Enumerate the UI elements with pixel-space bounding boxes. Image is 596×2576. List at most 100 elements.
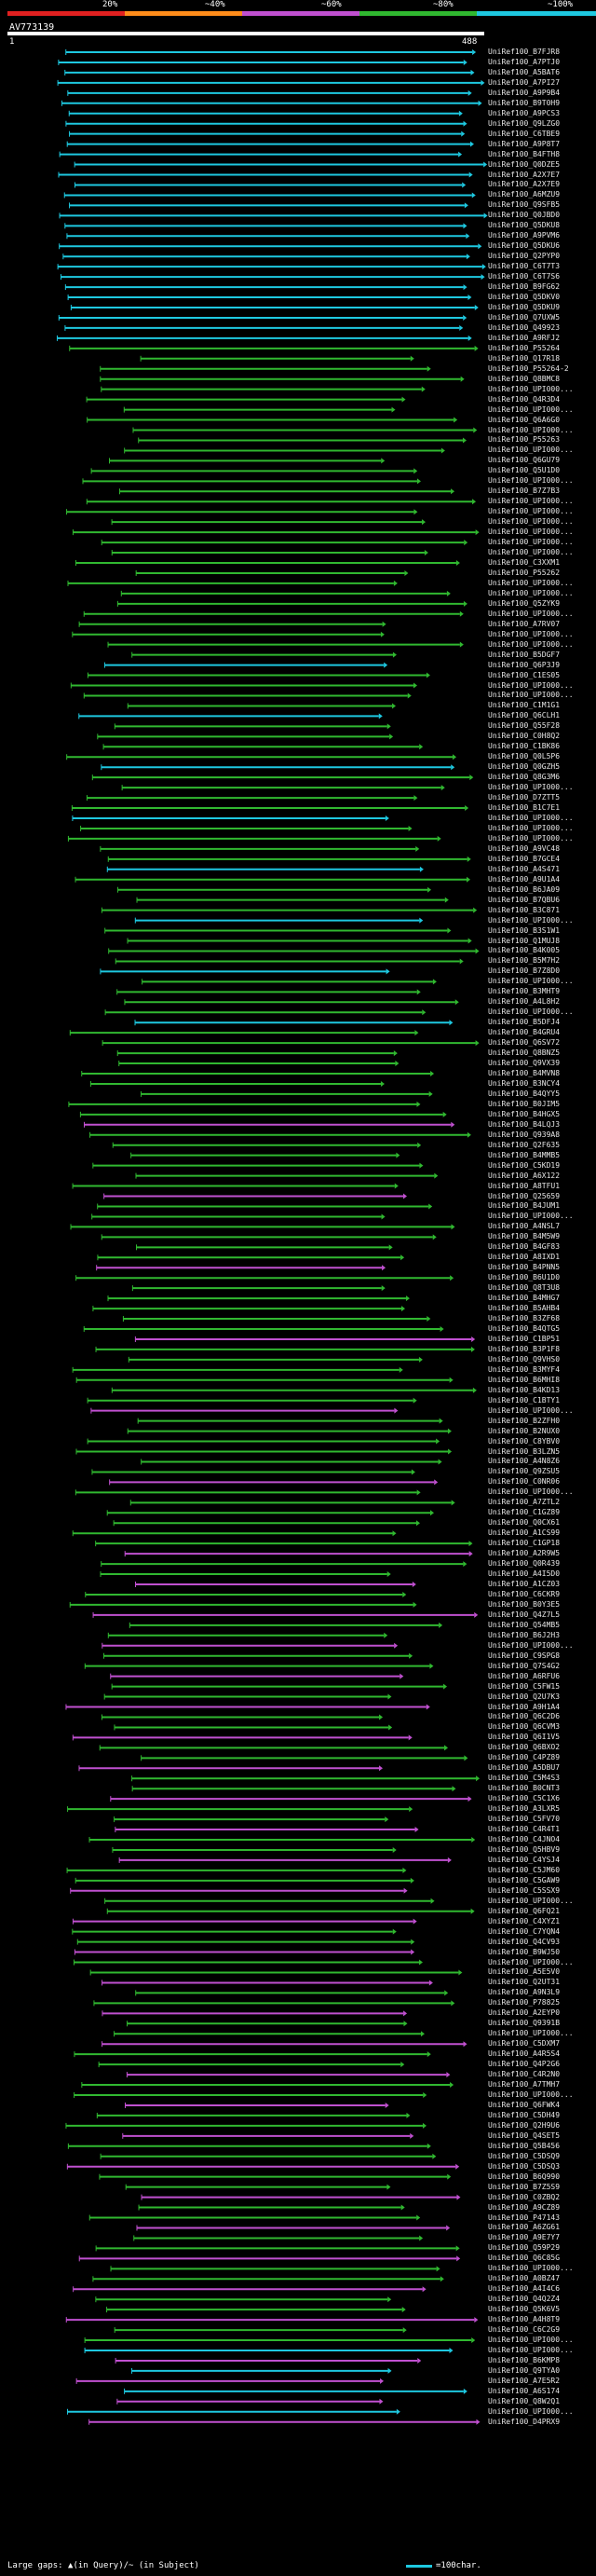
hit-label[interactable]: UniRef100_C4XYZ1 — [488, 1916, 561, 1925]
hit-label[interactable]: UniRef100_A4S471 — [488, 864, 561, 873]
hit-label[interactable]: UniRef100_B6Q990 — [488, 2172, 561, 2181]
hit-label[interactable]: UniRef100_A4R5S4 — [488, 2049, 561, 2059]
hit-label[interactable]: UniRef100_C0ZBQ2 — [488, 2192, 561, 2201]
hit-label[interactable]: UniRef100_B4M5W9 — [488, 1232, 561, 1241]
hit-label[interactable]: UniRef100_B0CNT3 — [488, 1784, 561, 1793]
hit-label[interactable]: UniRef100_A9H1A4 — [488, 1702, 561, 1711]
hit-label[interactable]: UniRef100_A9N3L9 — [488, 1988, 561, 1997]
hit-label[interactable]: UniRef100_UPI000... — [488, 2090, 574, 2099]
hit-label[interactable]: UniRef100_B4MMB5 — [488, 1150, 561, 1159]
hit-label[interactable]: UniRef100_B7Z8D0 — [488, 966, 561, 976]
hit-label[interactable]: UniRef100_A9P8T7 — [488, 139, 561, 148]
hit-label[interactable]: UniRef100_Q4CV93 — [488, 1937, 561, 1946]
hit-label[interactable]: UniRef100_B5DGF7 — [488, 650, 561, 659]
hit-label[interactable]: UniRef100_A4I4C6 — [488, 2284, 561, 2294]
hit-label[interactable]: UniRef100_Q6I1V5 — [488, 1733, 561, 1742]
hit-label[interactable]: UniRef100_Q8BMC8 — [488, 374, 561, 383]
hit-label[interactable]: UniRef100_Q6C85G — [488, 2254, 561, 2263]
hit-label[interactable]: UniRef100_C6TBE9 — [488, 129, 561, 138]
hit-label[interactable]: UniRef100_UPI000... — [488, 384, 574, 393]
hit-label[interactable]: UniRef100_Q8G3M6 — [488, 773, 561, 782]
hit-label[interactable]: UniRef100_Q6CLH1 — [488, 711, 561, 720]
hit-label[interactable]: UniRef100_Q2U7K3 — [488, 1692, 561, 1701]
hit-label[interactable]: UniRef100_Q6FQ21 — [488, 1906, 561, 1915]
hit-label[interactable]: UniRef100_C5KD19 — [488, 1160, 561, 1170]
hit-label[interactable]: UniRef100_UPI000... — [488, 578, 574, 587]
hit-label[interactable]: UniRef100_A4N8Z6 — [488, 1457, 561, 1466]
hit-label[interactable]: UniRef100_A1CS99 — [488, 1528, 561, 1538]
hit-label[interactable]: UniRef100_B7GCE4 — [488, 854, 561, 863]
hit-label[interactable]: UniRef100_UPI000... — [488, 528, 574, 537]
hit-label[interactable]: UniRef100_A2X7E9 — [488, 180, 561, 189]
hit-label[interactable]: UniRef100_Q6FWK4 — [488, 2100, 561, 2109]
hit-label[interactable]: UniRef100_C5DH49 — [488, 2110, 561, 2119]
hit-label[interactable]: UniRef100_B9T0H9 — [488, 98, 561, 107]
hit-label[interactable]: UniRef100_C7YQN4 — [488, 1926, 561, 1936]
hit-label[interactable]: UniRef100_A6ZG61 — [488, 2223, 561, 2232]
hit-label[interactable]: UniRef100_Q939A8 — [488, 1130, 561, 1139]
hit-label[interactable]: UniRef100_B9WJ50 — [488, 1947, 561, 1956]
hit-label[interactable]: UniRef100_C1BK86 — [488, 742, 561, 751]
hit-label[interactable]: UniRef100_C6T7S6 — [488, 272, 561, 281]
hit-label[interactable]: UniRef100_Q6A6G0 — [488, 415, 561, 424]
hit-label[interactable]: UniRef100_UPI000... — [488, 2336, 574, 2345]
hit-label[interactable]: UniRef100_A6S174 — [488, 2386, 561, 2395]
hit-label[interactable]: UniRef100_A9RFJ2 — [488, 333, 561, 342]
hit-label[interactable]: UniRef100_UPI000... — [488, 538, 574, 547]
hit-label[interactable]: UniRef100_C0NR06 — [488, 1477, 561, 1487]
hit-label[interactable]: UniRef100_UPI000... — [488, 1007, 574, 1017]
hit-label[interactable]: UniRef100_A1CZ03 — [488, 1580, 561, 1588]
hit-label[interactable]: UniRef100_UPI000... — [488, 588, 574, 597]
hit-label[interactable]: UniRef100_C5M4S3 — [488, 1774, 561, 1783]
hit-label[interactable]: UniRef100_A9U1A4 — [488, 874, 561, 884]
hit-label[interactable]: UniRef100_B2NUX0 — [488, 1426, 561, 1435]
hit-label[interactable]: UniRef100_B7QBU6 — [488, 895, 561, 904]
hit-label[interactable]: UniRef100_A6RFU6 — [488, 1671, 561, 1680]
hit-label[interactable]: UniRef100_A4I5D0 — [488, 1569, 561, 1579]
hit-label[interactable]: UniRef100_Q6P3J9 — [488, 660, 561, 669]
hit-label[interactable]: UniRef100_Q0L5P6 — [488, 752, 561, 761]
hit-label[interactable]: UniRef100_A8IXD1 — [488, 1253, 561, 1262]
hit-label[interactable]: UniRef100_B4GRU4 — [488, 1028, 561, 1037]
hit-label[interactable]: UniRef100_C3XXM1 — [488, 558, 561, 567]
hit-label[interactable]: UniRef100_C5DSQ9 — [488, 2151, 561, 2160]
hit-label[interactable]: UniRef100_C4PZ89 — [488, 1753, 561, 1762]
hit-label[interactable]: UniRef100_Q8BNZ5 — [488, 1048, 561, 1058]
hit-label[interactable]: UniRef100_Q6SV72 — [488, 1038, 561, 1048]
hit-label[interactable]: UniRef100_Q4Z7L5 — [488, 1610, 561, 1619]
hit-label[interactable]: UniRef100_B3P1F8 — [488, 1344, 561, 1353]
hit-label[interactable]: UniRef100_C4YSJ4 — [488, 1855, 561, 1864]
hit-label[interactable]: UniRef100_Q9ZSU5 — [488, 1467, 561, 1476]
hit-label[interactable]: UniRef100_Q0DZE5 — [488, 159, 561, 169]
hit-label[interactable]: UniRef100_A7PTJ0 — [488, 57, 561, 66]
hit-label[interactable]: UniRef100_Q5DKU9 — [488, 303, 561, 311]
hit-label[interactable]: UniRef100_Q5K6V5 — [488, 2305, 561, 2314]
hit-label[interactable]: UniRef100_Q5U1D0 — [488, 466, 561, 475]
hit-label[interactable]: UniRef100_B4JUM1 — [488, 1201, 561, 1211]
hit-label[interactable]: UniRef100_UPI000... — [488, 639, 574, 649]
hit-label[interactable]: UniRef100_UPI000... — [488, 404, 574, 414]
hit-label[interactable]: UniRef100_B1C7E1 — [488, 803, 561, 813]
hit-label[interactable]: UniRef100_C5GAW9 — [488, 1875, 561, 1884]
hit-label[interactable]: UniRef100_B5M7H2 — [488, 956, 561, 966]
hit-label[interactable]: UniRef100_UPI000... — [488, 1487, 574, 1497]
hit-label[interactable]: UniRef100_Q4P2G6 — [488, 2060, 561, 2069]
hit-label[interactable]: UniRef100_B4QYY5 — [488, 1089, 561, 1098]
hit-label[interactable]: UniRef100_B4HGX5 — [488, 1109, 561, 1118]
hit-label[interactable]: UniRef100_UPI000... — [488, 2264, 574, 2273]
hit-label[interactable]: UniRef100_UPI000... — [488, 507, 574, 516]
hit-label[interactable]: UniRef100_C1GP18 — [488, 1539, 561, 1548]
hit-label[interactable]: UniRef100_Q7UXW5 — [488, 312, 561, 322]
hit-label[interactable]: UniRef100_A4NSL7 — [488, 1222, 561, 1231]
hit-label[interactable]: UniRef100_UPI000... — [488, 680, 574, 690]
hit-label[interactable]: UniRef100_Q9VHS0 — [488, 1354, 561, 1363]
hit-label[interactable]: UniRef100_B5AHB4 — [488, 1304, 561, 1313]
hit-label[interactable]: UniRef100_Q6CVM3 — [488, 1722, 561, 1732]
hit-label[interactable]: UniRef100_UPI000... — [488, 1896, 574, 1905]
hit-label[interactable]: UniRef100_B0JIM5 — [488, 1099, 561, 1108]
hit-label[interactable]: UniRef100_A5BAT6 — [488, 67, 561, 76]
hit-label[interactable]: UniRef100_C0H8Q2 — [488, 732, 561, 741]
hit-label[interactable]: UniRef100_Q5DKU6 — [488, 241, 561, 251]
hit-label[interactable]: UniRef100_A6X122 — [488, 1171, 561, 1180]
hit-label[interactable]: UniRef100_Q9TYA0 — [488, 2365, 561, 2375]
